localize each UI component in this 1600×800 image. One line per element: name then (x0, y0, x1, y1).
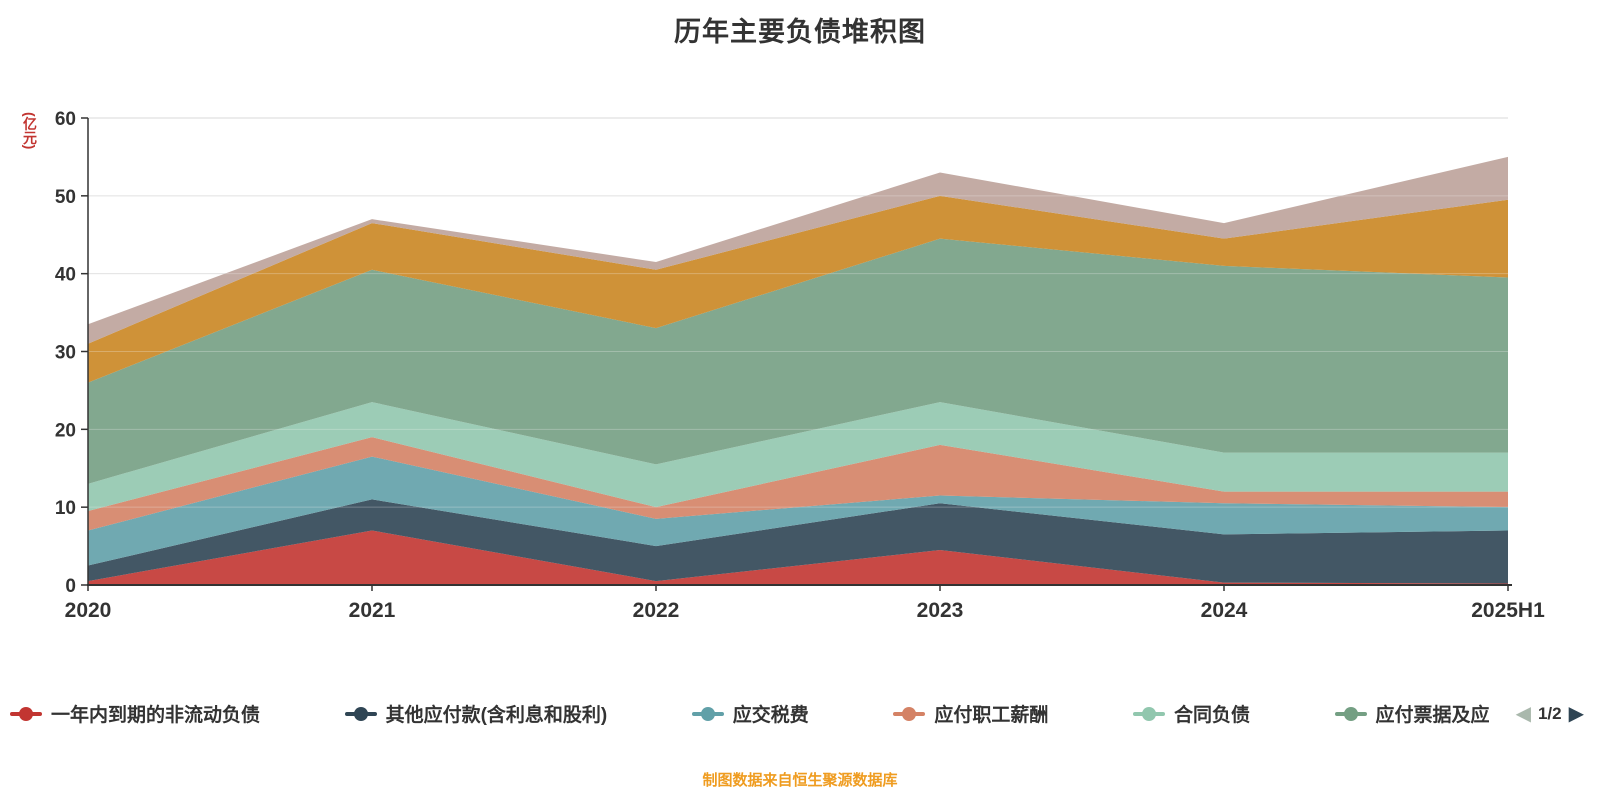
svg-text:20: 20 (55, 420, 76, 441)
legend-marker-icon (1334, 706, 1367, 721)
legend-item[interactable]: 合同负债 (1132, 700, 1250, 727)
svg-text:2020: 2020 (65, 599, 112, 622)
svg-text:0: 0 (65, 576, 76, 597)
legend-item[interactable]: 其他应付款(含利息和股利) (344, 700, 608, 727)
legend-item-label: 应付票据及应 (1375, 705, 1490, 726)
legend-next-icon[interactable]: ▶ (1568, 702, 1584, 725)
legend-item-label: 应付职工薪酬 (934, 705, 1049, 726)
svg-text:60: 60 (55, 109, 76, 130)
data-source-note: 制图数据来自恒生聚源数据库 (702, 772, 898, 789)
stacked-area-chart[interactable]: 0 10 20 30 40 50 60 2020 2021 2022 2023 2024 2025H1 (0, 0, 1600, 660)
y-axis-unit-label: (亿元) (22, 112, 38, 150)
legend-item[interactable]: 应交税费 (691, 700, 809, 727)
svg-text:10: 10 (55, 498, 76, 519)
svg-text:40: 40 (55, 265, 76, 286)
legend-item-label: 其他应付款(含利息和股利) (385, 705, 608, 726)
legend-items: 一年内到期的非流动负债 其他应付款(含利息和股利) 应交税费 应付职工薪酬 合同负债 应付… (10, 700, 1490, 727)
legend-page-indicator: 1/2 (1537, 703, 1562, 723)
legend-prev-icon[interactable]: ◀ (1515, 702, 1531, 725)
legend-marker-icon (1132, 706, 1165, 721)
svg-text:2023: 2023 (917, 599, 964, 622)
legend-item[interactable]: 应付职工薪酬 (893, 700, 1048, 727)
legend-marker-icon (10, 706, 42, 721)
legend-marker-icon (344, 706, 377, 721)
legend-item[interactable]: 一年内到期的非流动负债 (10, 700, 260, 727)
svg-text:2025H1: 2025H1 (1471, 599, 1545, 622)
svg-text:2021: 2021 (349, 599, 396, 622)
legend-item-label: 一年内到期的非流动负债 (51, 705, 261, 726)
legend-item[interactable]: 应付票据及应 (1334, 700, 1490, 727)
legend-item-label: 合同负债 (1173, 705, 1250, 726)
legend-pager: ◀ 1/2 ▶ (1516, 704, 1584, 724)
legend-item-label: 应交税费 (732, 705, 809, 726)
legend-marker-icon (691, 706, 724, 721)
svg-text:50: 50 (55, 187, 76, 208)
svg-text:30: 30 (55, 343, 76, 364)
legend-marker-icon (893, 706, 926, 721)
legend: 一年内到期的非流动负债 其他应付款(含利息和股利) 应交税费 应付职工薪酬 合同负债 应付… (10, 700, 1584, 727)
chart-title: 历年主要负债堆积图 (674, 17, 926, 47)
svg-text:2024: 2024 (1201, 599, 1248, 622)
svg-text:2022: 2022 (633, 599, 680, 622)
